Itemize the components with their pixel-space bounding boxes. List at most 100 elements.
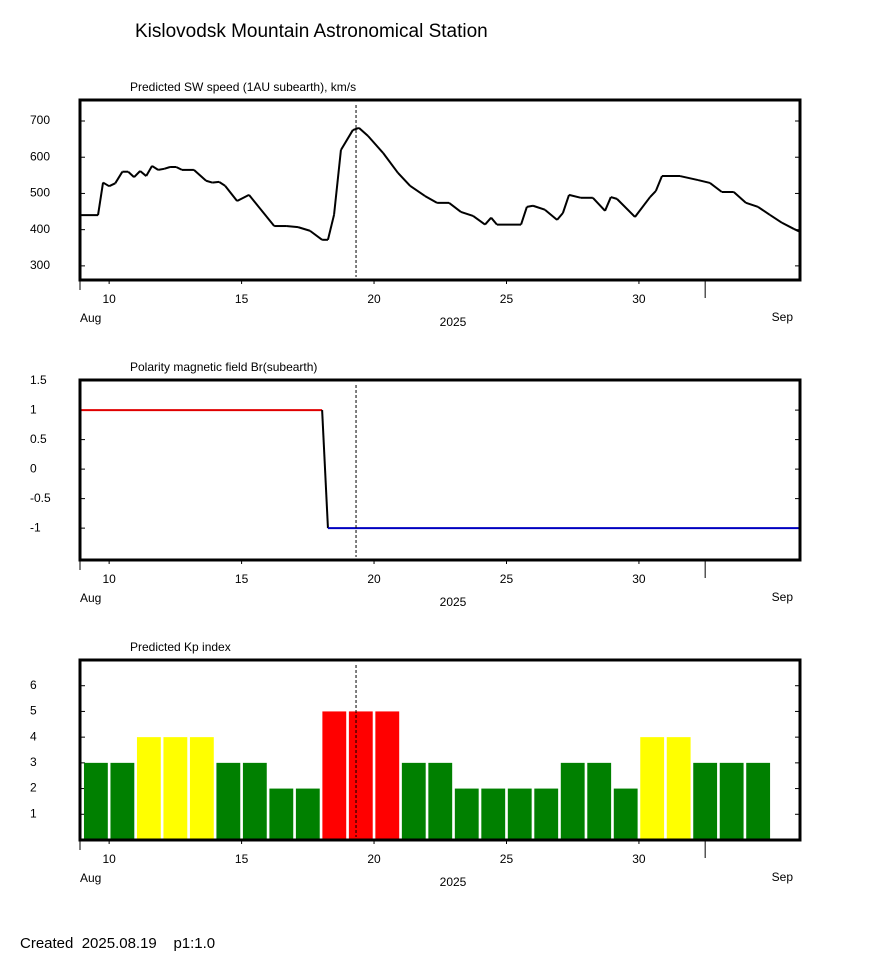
bar — [83, 762, 108, 840]
line-segment — [460, 210, 474, 217]
line-segment — [634, 196, 651, 218]
x-tick-label: 25 — [500, 572, 514, 586]
line-segment — [212, 180, 220, 184]
bar — [216, 762, 241, 840]
line-segment — [561, 194, 570, 214]
line-segment — [163, 166, 171, 170]
y-tick-label: 700 — [30, 113, 50, 127]
line-segment — [448, 202, 462, 213]
line-segment — [654, 175, 663, 192]
bar — [163, 737, 188, 840]
line-segment — [649, 190, 657, 198]
x-tick-label: 25 — [500, 292, 514, 306]
line-segment — [286, 225, 299, 229]
x-tick-label: 30 — [632, 852, 646, 866]
bar — [322, 711, 347, 840]
line-segment — [102, 181, 110, 188]
bar — [587, 762, 612, 840]
panel-title: Predicted Kp index — [130, 640, 231, 654]
line-segment — [484, 217, 492, 226]
line-segment — [218, 181, 226, 187]
y-tick-label: 400 — [30, 222, 50, 236]
line-segment — [709, 182, 723, 193]
y-tick-label: 6 — [30, 678, 37, 692]
x-month-label: Sep — [772, 870, 794, 884]
bar — [454, 788, 479, 840]
line-segment — [139, 170, 147, 177]
y-tick-label: 3 — [30, 755, 37, 769]
line-segment — [333, 149, 342, 215]
line-segment — [297, 226, 311, 232]
y-tick-label: 4 — [30, 729, 37, 743]
bar — [295, 788, 320, 840]
line-segment — [697, 179, 711, 184]
y-tick-label: 1 — [30, 806, 37, 820]
line-segment — [205, 179, 213, 184]
x-tick-label: 25 — [500, 852, 514, 866]
bar — [110, 762, 135, 840]
bar — [560, 762, 585, 840]
line-segment — [757, 206, 771, 216]
plot-frame — [78, 378, 802, 562]
x-tick-label: 30 — [632, 292, 646, 306]
line-segment — [352, 126, 360, 132]
line-segment — [367, 135, 384, 154]
x-year-label: 2025 — [440, 595, 467, 609]
bar — [507, 788, 532, 840]
line-segment — [610, 196, 618, 200]
x-year-label: 2025 — [440, 875, 467, 889]
line-segment — [472, 215, 486, 226]
footer: Created 2025.08.19 p1:1.0 — [20, 935, 215, 952]
bar — [428, 762, 453, 840]
x-tick-label: 15 — [235, 572, 249, 586]
line-segment — [568, 193, 582, 199]
y-tick-label: 300 — [30, 258, 50, 272]
line-segment — [151, 165, 159, 171]
line-segment — [592, 197, 606, 212]
panel-title: Polarity magnetic field Br(subearth) — [130, 360, 317, 374]
line-segment — [236, 194, 250, 202]
bar — [640, 737, 665, 840]
line-segment — [544, 208, 558, 221]
plot-frame — [78, 98, 802, 282]
line-segment — [114, 171, 124, 184]
line-segment — [157, 167, 165, 171]
bar — [401, 762, 426, 840]
x-tick-label: 20 — [367, 852, 381, 866]
y-tick-label: -0.5 — [30, 491, 51, 505]
x-month-label: Aug — [80, 871, 101, 885]
x-tick-label: 15 — [235, 852, 249, 866]
x-tick-label: 30 — [632, 572, 646, 586]
y-tick-label: 0.5 — [30, 432, 47, 446]
line-segment — [424, 195, 438, 204]
x-tick-label: 15 — [235, 292, 249, 306]
y-tick-label: -1 — [30, 520, 41, 534]
line-segment — [224, 185, 238, 202]
x-month-label: Sep — [772, 310, 794, 324]
bar — [719, 762, 744, 840]
line-segment — [127, 170, 135, 178]
bar — [666, 737, 691, 840]
y-tick-label: 2 — [30, 781, 37, 795]
x-tick-label: 10 — [102, 852, 116, 866]
bar — [136, 737, 161, 840]
x-month-label: Aug — [80, 591, 101, 605]
line-segment — [358, 127, 369, 137]
panel-title: Predicted SW speed (1AU subearth), km/s — [130, 80, 356, 94]
line-segment — [556, 212, 564, 221]
line-segment — [97, 182, 105, 216]
line-segment — [409, 185, 426, 197]
line-segment — [175, 166, 183, 171]
bar — [746, 762, 771, 840]
line-segment — [745, 201, 759, 208]
bar — [189, 737, 214, 840]
line-segment — [520, 206, 528, 225]
line-segment — [382, 152, 399, 174]
line-segment — [326, 214, 336, 241]
line-segment — [340, 129, 354, 151]
x-month-label: Aug — [80, 311, 101, 325]
y-tick-label: 1.5 — [30, 373, 47, 387]
y-tick-label: 0 — [30, 461, 37, 475]
line-segment — [133, 170, 141, 178]
